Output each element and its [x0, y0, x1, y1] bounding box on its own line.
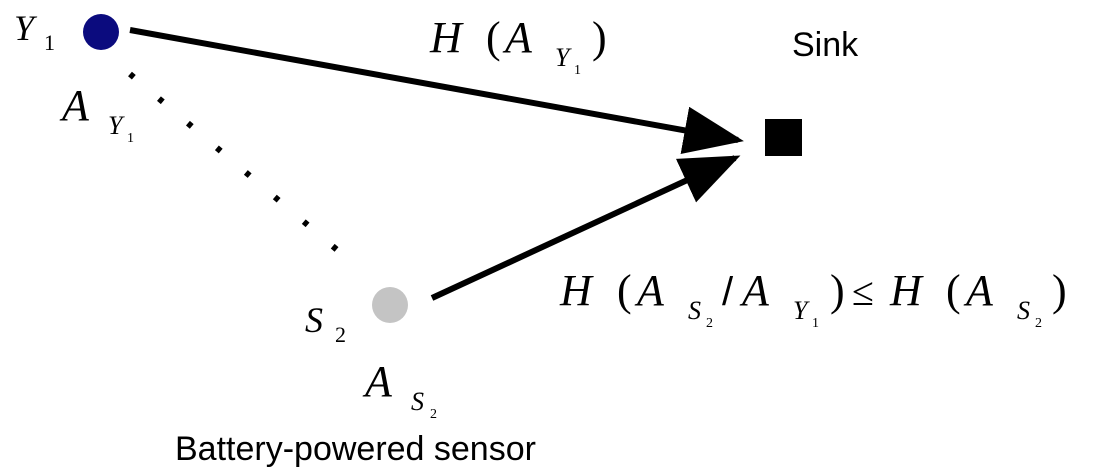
formula-token: Y — [555, 43, 572, 72]
formula-token: 2 — [1035, 316, 1042, 331]
formula-token: A — [739, 266, 770, 315]
formula: H ( A S 2 / A Y 1 ) ≤ H ( A S 2 ) — [559, 266, 1067, 331]
attribute-symbol: A — [59, 81, 90, 130]
node-y1 — [83, 14, 119, 50]
sink-node — [765, 119, 802, 156]
formula-token: 1 — [574, 63, 581, 78]
formula-token: ( — [486, 13, 501, 62]
formula-token: 2 — [706, 316, 713, 331]
node-caption: Battery-powered sensor — [175, 430, 536, 468]
formula-token: ) — [1052, 266, 1067, 315]
link-arrow — [430, 155, 741, 301]
formula-token: A — [634, 266, 665, 315]
attribute-subscript: S — [411, 387, 424, 416]
formula-token: ) — [830, 266, 845, 315]
node-subscript: 1 — [44, 30, 55, 55]
formula: H ( A Y 1 ) — [429, 13, 607, 78]
node-symbol: S — [305, 300, 323, 340]
formula-token: ( — [946, 266, 961, 315]
formula-token: Y — [793, 296, 810, 325]
formula-token: A — [502, 13, 533, 62]
attribute-symbol: A — [362, 357, 393, 406]
node-symbol: Y — [14, 8, 38, 48]
sink-label: Sink — [792, 26, 859, 64]
formula-token: H — [889, 266, 924, 315]
attribute-subsubscript: 2 — [430, 407, 437, 422]
formula-token: ≤ — [852, 269, 874, 314]
formula-token: 1 — [812, 316, 819, 331]
attribute-subscript: Y — [108, 111, 125, 140]
link-arrow — [129, 27, 744, 155]
node-s2 — [372, 287, 408, 323]
formula-token: H — [559, 266, 594, 315]
formula-token: H — [429, 13, 464, 62]
formula-token: S — [688, 296, 701, 325]
correlation-link — [128, 71, 358, 269]
formula-token: S — [1017, 296, 1030, 325]
attribute-subsubscript: 1 — [127, 131, 134, 146]
formula-token: A — [963, 266, 994, 315]
node-subscript: 2 — [335, 322, 346, 347]
formula-token: / — [722, 270, 734, 314]
formula-token: ( — [617, 266, 632, 315]
formula-token: ) — [592, 13, 607, 62]
